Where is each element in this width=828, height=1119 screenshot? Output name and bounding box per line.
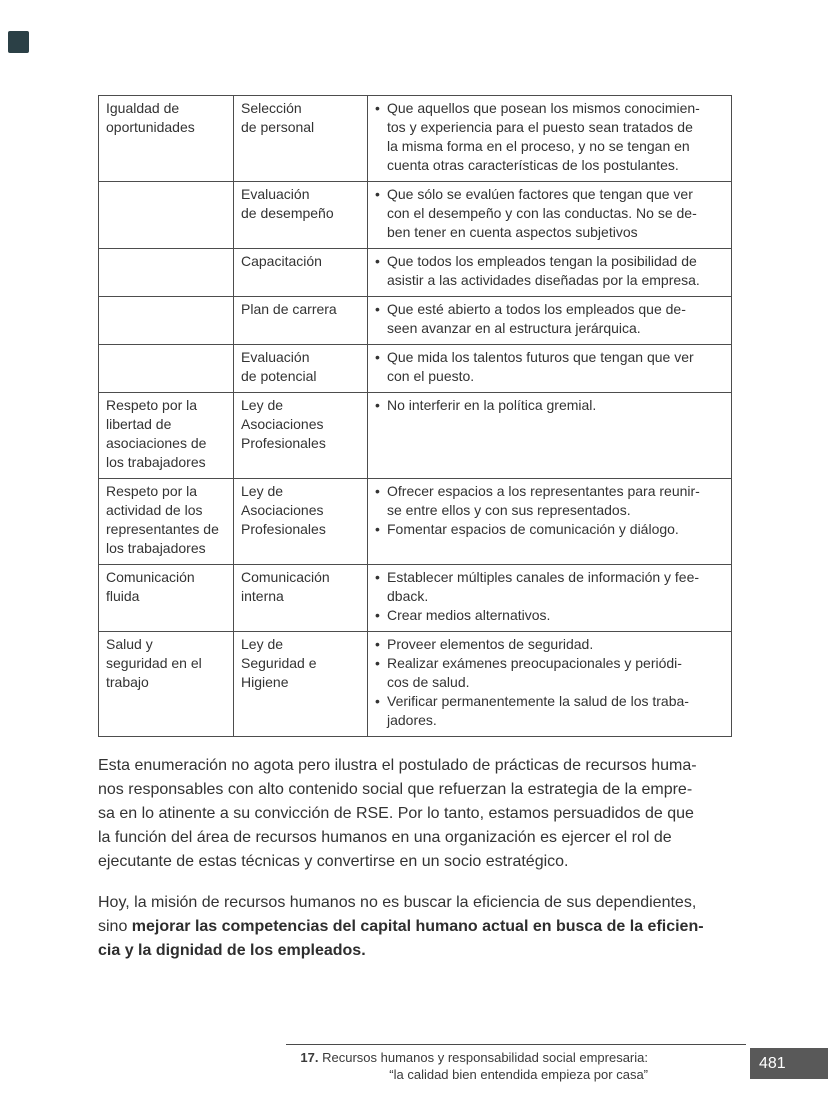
bullet-text: Verificar permanentemente la salud de lo…: [387, 693, 689, 728]
bullet-icon: •: [375, 655, 380, 671]
description-cell: • Ofrecer espacios a los representantes p…: [367, 478, 732, 565]
bullet-item: • Que aquellos que posean los mismos cono…: [375, 99, 725, 175]
tool-cell: Ley de Asociaciones Profesionales: [233, 478, 368, 565]
bullet-icon: •: [375, 483, 380, 499]
practice-cell: Igualdad de oportunidades: [98, 95, 234, 182]
table-row: Salud y seguridad en el trabajo Ley de S…: [98, 631, 732, 737]
bullet-item: • Que sólo se evalúen factores que tengan…: [375, 185, 725, 242]
paragraph-mission: Hoy, la misión de recursos humanos no es…: [98, 891, 731, 963]
bullet-icon: •: [375, 253, 380, 269]
table-row: Plan de carrera • Que esté abierto a todo…: [98, 296, 732, 345]
table-row: Respeto por la actividad de los represen…: [98, 478, 732, 565]
bullet-item: • Verificar permanentemente la salud de l…: [375, 692, 725, 730]
tool-cell: Evaluación de desempeño: [233, 181, 368, 249]
paragraph-conclusion-text: Esta enumeración no agota pero ilustra e…: [98, 757, 697, 870]
tool-cell: Evaluación de potencial: [233, 344, 368, 393]
description-cell: • Que todos los empleados tengan la posib…: [367, 248, 732, 297]
bullet-text: Fomentar espacios de comunicación y diál…: [387, 521, 679, 537]
practice-cell: [98, 181, 234, 249]
page-content: Igualdad de oportunidades Selección de p…: [98, 95, 732, 963]
corner-mark: [8, 31, 29, 53]
bullet-text: Que todos los empleados tengan la posibi…: [387, 253, 700, 288]
chapter-number: 17.: [300, 1050, 319, 1065]
bullet-item: • Que esté abierto a todos los empleados …: [375, 300, 725, 338]
table-row: Capacitación • Que todos los empleados te…: [98, 248, 732, 297]
bullet-icon: •: [375, 100, 380, 116]
bullet-text: Ofrecer espacios a los representantes pa…: [387, 483, 700, 518]
hr-practices-table-body: Igualdad de oportunidades Selección de p…: [98, 95, 732, 737]
table-row: Igualdad de oportunidades Selección de p…: [98, 95, 732, 182]
bullet-text: Que mida los talentos futuros que tengan…: [387, 349, 694, 384]
chapter-reference: 17. Recursos humanos y responsabilidad s…: [300, 1049, 648, 1083]
bullet-icon: •: [375, 569, 380, 585]
bullet-icon: •: [375, 693, 380, 709]
bullet-item: • Ofrecer espacios a los representantes p…: [375, 482, 725, 520]
chapter-reference-line2: “la calidad bien entendida empieza por c…: [389, 1067, 648, 1082]
practice-cell: Comunicación fluida: [98, 564, 234, 632]
tool-cell: Plan de carrera: [233, 296, 368, 345]
chapter-reference-line1: 17. Recursos humanos y responsabilidad s…: [300, 1049, 648, 1066]
tool-cell: Capacitación: [233, 248, 368, 297]
bullet-icon: •: [375, 607, 380, 623]
tool-cell: Ley de Asociaciones Profesionales: [233, 392, 368, 479]
bullet-item: • Proveer elementos de seguridad.: [375, 635, 725, 654]
bullet-item: • Que todos los empleados tengan la posib…: [375, 252, 725, 290]
practice-cell: Respeto por la libertad de asociaciones …: [98, 392, 234, 479]
bullet-icon: •: [375, 186, 380, 202]
bullet-text: Crear medios alternativos.: [387, 607, 551, 623]
bullet-icon: •: [375, 636, 380, 652]
bullet-item: • Establecer múltiples canales de informa…: [375, 568, 725, 606]
paragraph-conclusion: Esta enumeración no agota pero ilustra e…: [98, 754, 731, 874]
practice-cell: [98, 296, 234, 345]
tool-cell: Ley de Seguridad e Higiene: [233, 631, 368, 737]
page-number: 481: [759, 1055, 786, 1072]
tool-cell: Selección de personal: [233, 95, 368, 182]
table-row: Comunicación fluida Comunicación interna…: [98, 564, 732, 632]
bullet-text: Proveer elementos de seguridad.: [387, 636, 594, 652]
bullet-item: • Que mida los talentos futuros que tenga…: [375, 348, 725, 386]
paragraph-mission-text: Hoy, la misión de recursos humanos no es…: [98, 894, 697, 935]
description-cell: • Que esté abierto a todos los empleados …: [367, 296, 732, 345]
hr-practices-table: Igualdad de oportunidades Selección de p…: [98, 95, 732, 737]
description-cell: • Que mida los talentos futuros que tenga…: [367, 344, 732, 393]
practice-cell: Respeto por la actividad de los represen…: [98, 478, 234, 565]
bullet-item: • Crear medios alternativos.: [375, 606, 725, 625]
description-cell: • Que sólo se evalúen factores que tengan…: [367, 181, 732, 249]
table-row: Evaluación de desempeño • Que sólo se eva…: [98, 181, 732, 249]
practice-cell: [98, 344, 234, 393]
description-cell: • Que aquellos que posean los mismos cono…: [367, 95, 732, 182]
bullet-item: • No interferir en la política gremial.: [375, 396, 725, 415]
bullet-item: • Realizar exámenes preocupacionales y pe…: [375, 654, 725, 692]
chapter-title: Recursos humanos y responsabilidad socia…: [318, 1050, 648, 1065]
description-cell: • Proveer elementos de seguridad. • Realiza…: [367, 631, 732, 737]
table-row: Respeto por la libertad de asociaciones …: [98, 392, 732, 479]
practice-cell: Salud y seguridad en el trabajo: [98, 631, 234, 737]
footer-rule: [286, 1044, 746, 1045]
bullet-item: • Fomentar espacios de comunicación y diá…: [375, 520, 725, 539]
bullet-text: Que aquellos que posean los mismos conoc…: [387, 100, 700, 173]
table-row: Evaluación de potencial • Que mida los ta…: [98, 344, 732, 393]
bullet-text: Realizar exámenes preocupacionales y per…: [387, 655, 682, 690]
paragraph-mission-bold-text: mejorar las competencias del capital hum…: [98, 918, 704, 959]
bullet-text: Que esté abierto a todos los empleados q…: [387, 301, 686, 336]
page-number-badge: 481: [750, 1048, 828, 1079]
bullet-text: Que sólo se evalúen factores que tengan …: [387, 186, 697, 240]
bullet-icon: •: [375, 521, 380, 537]
bullet-text: No interferir en la política gremial.: [387, 397, 597, 413]
bullet-text: Establecer múltiples canales de informac…: [387, 569, 700, 604]
bullet-icon: •: [375, 349, 380, 365]
bullet-icon: •: [375, 301, 380, 317]
description-cell: • No interferir en la política gremial.: [367, 392, 732, 479]
description-cell: • Establecer múltiples canales de informa…: [367, 564, 732, 632]
bullet-icon: •: [375, 397, 380, 413]
practice-cell: [98, 248, 234, 297]
tool-cell: Comunicación interna: [233, 564, 368, 632]
